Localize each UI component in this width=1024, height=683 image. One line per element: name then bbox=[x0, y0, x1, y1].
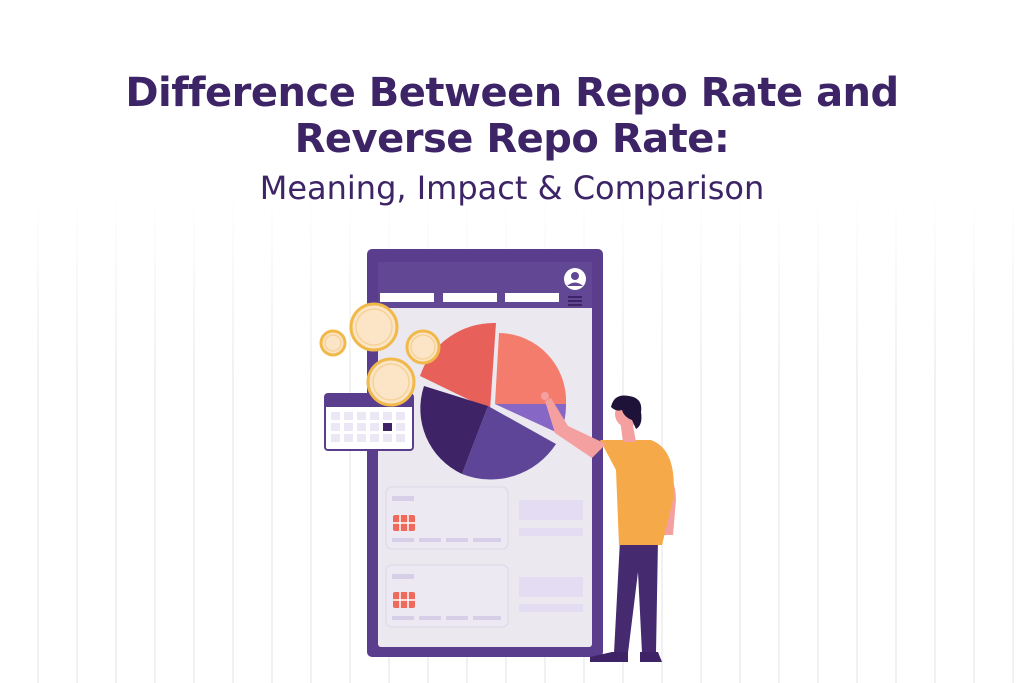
person-pointing bbox=[541, 392, 676, 662]
page-subtitle: Meaning, Impact & Comparison bbox=[259, 169, 765, 207]
card-chip-icon bbox=[393, 515, 415, 531]
card-2 bbox=[385, 564, 583, 628]
page-title-line-1: Difference Between Repo Rate and bbox=[125, 70, 899, 116]
card-chip-icon bbox=[393, 592, 415, 608]
user-icon bbox=[564, 268, 586, 290]
menu-icon bbox=[568, 296, 582, 306]
page-title-line-2: Reverse Repo Rate: bbox=[294, 116, 730, 162]
pie-chart bbox=[420, 322, 567, 480]
coins bbox=[319, 302, 441, 407]
card-1 bbox=[385, 486, 583, 550]
